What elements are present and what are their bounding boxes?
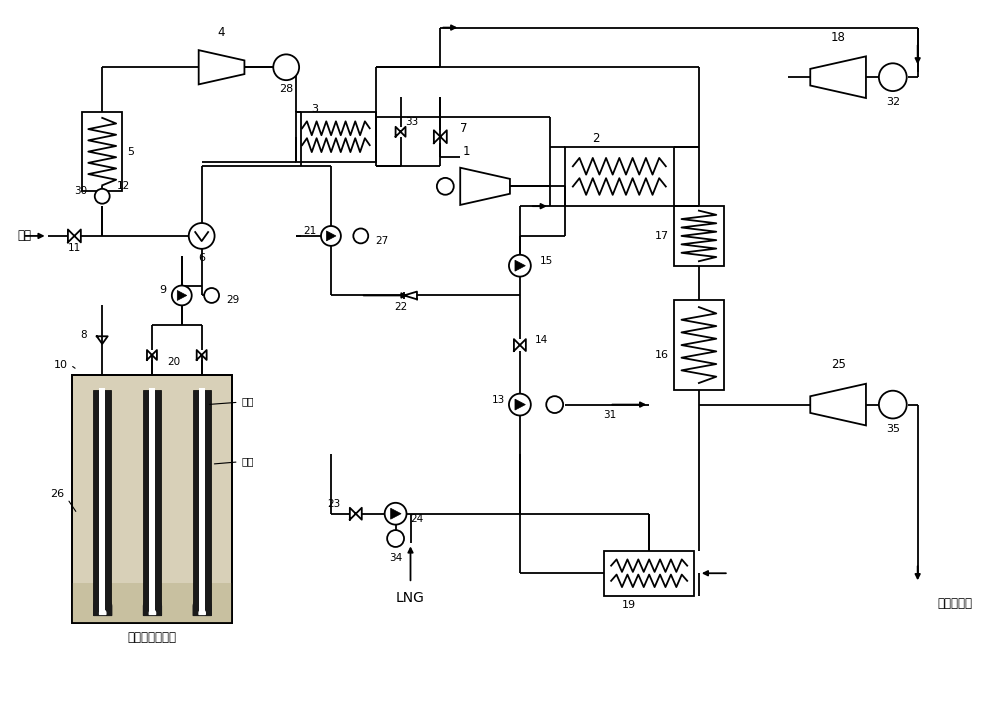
Text: 18: 18 [831,31,846,44]
Text: 3: 3 [311,104,318,114]
Text: 5: 5 [127,147,134,157]
Bar [199,388,205,612]
Circle shape [879,391,907,419]
Circle shape [387,530,404,547]
Text: 17: 17 [655,231,669,241]
Polygon shape [515,260,525,271]
Text: M: M [442,182,449,191]
Bar [604,551,694,596]
Text: 29: 29 [227,295,240,305]
Text: G: G [282,62,290,73]
Text: M: M [551,400,558,409]
Text: 13: 13 [492,395,505,405]
Polygon shape [391,508,401,519]
Text: G: G [889,72,897,82]
Text: 30: 30 [74,186,87,196]
Circle shape [189,223,215,249]
Bar [149,388,155,612]
Circle shape [321,226,341,246]
Text: 12: 12 [117,181,130,191]
Circle shape [879,63,907,91]
Text: 9: 9 [160,286,167,295]
Text: 23: 23 [328,499,341,509]
Text: 1: 1 [463,145,470,158]
Text: M: M [99,192,106,201]
Bar [93,390,111,615]
Text: 14: 14 [535,335,548,345]
Text: 35: 35 [886,424,900,434]
Text: M: M [208,291,215,300]
Text: 2: 2 [592,133,599,145]
Text: 15: 15 [540,256,553,266]
Circle shape [509,255,531,276]
Circle shape [273,54,299,80]
Text: 26: 26 [50,489,64,499]
Bar [72,375,232,623]
Polygon shape [177,290,187,300]
Text: 6: 6 [198,253,205,263]
Bar [72,375,232,623]
Text: 24: 24 [411,514,424,524]
Polygon shape [515,399,525,410]
Text: 7: 7 [460,122,468,135]
Text: 地层: 地层 [214,456,254,466]
Text: M: M [357,231,364,240]
Text: 27: 27 [376,236,389,246]
Circle shape [353,228,368,243]
Circle shape [95,189,110,204]
Bar [296,112,376,161]
Text: 25: 25 [831,358,846,372]
Circle shape [172,286,192,305]
Text: 10: 10 [53,360,67,370]
Circle shape [204,288,219,303]
Text: 11: 11 [68,243,81,253]
Text: 空气: 空气 [18,229,32,243]
Bar [565,147,674,206]
Text: 33: 33 [406,117,419,127]
Text: 8: 8 [81,330,87,340]
Bar [674,300,724,390]
Polygon shape [326,231,336,241]
Circle shape [385,503,407,525]
Text: 34: 34 [389,553,402,563]
Text: LNG: LNG [396,591,425,605]
Text: 19: 19 [622,600,636,610]
Text: 16: 16 [655,350,669,360]
Text: 钢套: 钢套 [209,397,254,407]
Text: 22: 22 [394,302,407,312]
Bar [99,388,105,612]
Text: 天然气用户: 天然气用户 [938,596,973,610]
Text: M: M [392,534,399,543]
Text: 32: 32 [886,97,900,107]
Text: 28: 28 [279,84,293,94]
Circle shape [509,393,531,415]
Text: 4: 4 [218,26,225,39]
Circle shape [546,396,563,413]
Text: 20: 20 [167,357,180,367]
Bar [72,583,232,623]
Text: 31: 31 [603,410,616,419]
Text: 地热能取热装置: 地热能取热装置 [127,631,176,644]
Bar [143,390,161,615]
Bar [674,206,724,266]
Bar [193,390,211,615]
Text: 21: 21 [303,226,316,236]
Text: G: G [889,400,897,410]
Bar [82,112,122,191]
Circle shape [437,178,454,195]
